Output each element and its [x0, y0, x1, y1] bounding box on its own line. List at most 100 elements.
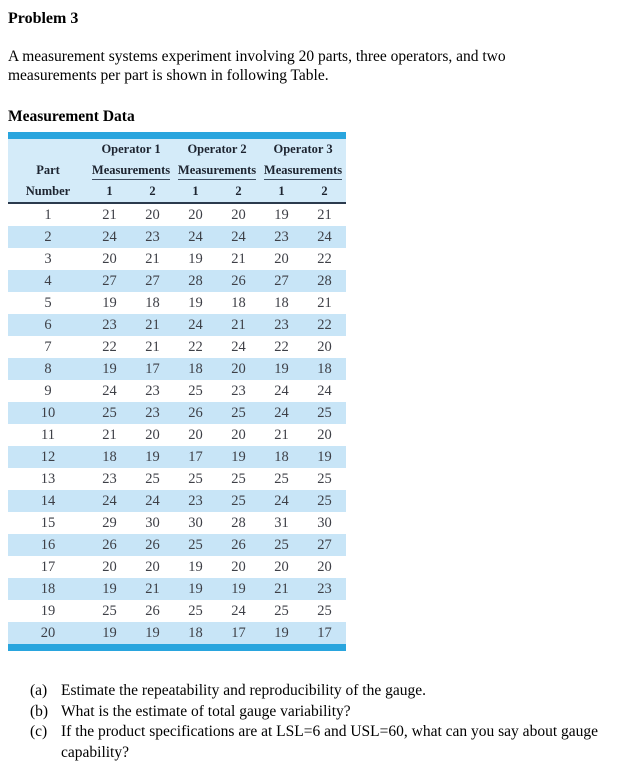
measurement-cell: 25	[260, 534, 304, 556]
table-row: 5 19 18 19 18 18 21	[8, 292, 346, 314]
table-row: 2 24 23 24 24 23 24	[8, 226, 347, 248]
measurement-cell: 19	[88, 358, 131, 380]
part-number-cell: 17	[40, 559, 56, 575]
measurement-cell: 24	[260, 490, 304, 512]
part-number-cell: 11	[41, 427, 55, 443]
table-row: 12 18 19 17 19 18 19	[8, 446, 347, 468]
part-number-cell: 4	[8, 270, 88, 292]
measurement-cell: 17	[217, 622, 261, 644]
measurement-cell: 19	[188, 295, 203, 311]
intro-paragraph: A measurement systems experiment involvi…	[8, 48, 506, 84]
measurement-cell: 23	[260, 226, 304, 248]
measurement-cell: 26	[88, 534, 131, 556]
measurement-cell: 25	[317, 471, 332, 487]
measurement-cell: 23	[131, 402, 175, 424]
trial-label: 2	[217, 181, 261, 204]
question-item: (a) Estimate the repeatability and reprod…	[30, 681, 606, 702]
measurement-cell: 20	[274, 251, 289, 267]
part-number-cell: 16	[8, 534, 88, 556]
measurement-cell: 27	[303, 534, 347, 556]
measurement-cell: 24	[260, 402, 304, 424]
measurement-cell: 23	[260, 314, 304, 336]
operator-row: Operator 1 Operator 2 Operator 3	[8, 139, 347, 160]
measurement-cell: 27	[260, 270, 304, 292]
trials-row: Number 1 2 1 2 1 2	[8, 181, 347, 204]
part-number-cell: 15	[40, 515, 56, 531]
measurement-cell: 23	[174, 490, 218, 512]
measurement-table: Operator 1 Operator 2 Operator 3 Part Me…	[8, 132, 347, 651]
measurement-cell: 30	[317, 515, 332, 531]
measurement-cell: 24	[217, 226, 261, 248]
measurement-cell: 19	[131, 622, 175, 644]
part-number-cell: 2	[8, 226, 88, 248]
measurement-cell: 20	[102, 559, 117, 575]
measurement-cell: 17	[174, 446, 218, 468]
measurement-cell: 20	[145, 207, 160, 223]
question-text: If the product specifications are at LSL…	[61, 723, 599, 761]
measurement-cell: 30	[188, 515, 203, 531]
measurement-cell: 25	[102, 603, 117, 619]
measurement-cell: 20	[274, 559, 289, 575]
part-number-cell: 12	[8, 446, 88, 468]
measurement-cell: 26	[217, 534, 261, 556]
measurement-cell: 19	[188, 559, 203, 575]
table-row: 16 26 26 25 26 25 27	[8, 534, 347, 556]
measurement-cell: 19	[217, 578, 261, 600]
measurement-cell: 18	[303, 358, 347, 380]
table-heading: Measurement Data	[8, 108, 135, 125]
measurement-cell: 19	[260, 358, 304, 380]
table-row: 11 21 20 20 20 21 20	[8, 424, 346, 446]
measurement-cell: 25	[174, 534, 218, 556]
trial-label: 2	[303, 181, 347, 204]
measurement-cell: 24	[174, 226, 218, 248]
measurement-cell: 21	[274, 427, 289, 443]
table-row: 9 24 23 25 23 24 24	[8, 380, 346, 402]
measurement-cell: 24	[174, 314, 218, 336]
measurements-label: Measurements	[91, 162, 171, 180]
measurement-cell: 20	[188, 427, 203, 443]
measurement-cell: 18	[174, 358, 218, 380]
measurement-cell: 25	[303, 402, 347, 424]
measurement-cell: 27	[88, 270, 131, 292]
measurement-cell: 19	[303, 446, 347, 468]
table-bottom-bar	[8, 644, 346, 651]
measurement-cell: 28	[174, 270, 218, 292]
measurement-cell: 25	[188, 471, 203, 487]
measurement-cell: 20	[317, 427, 332, 443]
measurement-cell: 24	[274, 383, 289, 399]
part-number-cell: 18	[8, 578, 88, 600]
measurement-cell: 25	[317, 603, 332, 619]
table-row: 1 21 20 20 20 19 21	[8, 203, 346, 226]
measurement-cell: 27	[131, 270, 175, 292]
measurement-cell: 18	[231, 295, 246, 311]
measurement-cell: 25	[231, 471, 246, 487]
measurement-cell: 21	[131, 314, 175, 336]
trial-label: 2	[131, 181, 175, 204]
measurement-cell: 22	[317, 251, 332, 267]
table-row: 20 19 19 18 17 19 17	[8, 622, 347, 644]
measurement-cell: 28	[303, 270, 347, 292]
measurement-cell: 23	[88, 314, 131, 336]
question-marker: (a)	[30, 682, 48, 699]
measurement-cell: 21	[317, 295, 332, 311]
table-row: 7 22 21 22 24 22 20	[8, 336, 346, 358]
part-number-cell: 19	[40, 603, 56, 619]
table-row: 19 25 26 25 24 25 25	[8, 600, 346, 622]
table-row: 3 20 21 19 21 20 22	[8, 248, 346, 270]
measurement-cell: 22	[303, 314, 347, 336]
part-label: Part	[8, 160, 88, 181]
measurement-cell: 25	[217, 490, 261, 512]
measurement-cell: 21	[131, 578, 175, 600]
table-top-bar	[8, 132, 346, 139]
question-item: (c) If the product specifications are at …	[30, 722, 606, 763]
measurement-cell: 20	[188, 207, 203, 223]
questions-list: (a) Estimate the repeatability and reprod…	[30, 681, 606, 763]
measurement-cell: 28	[231, 515, 246, 531]
trial-label: 1	[260, 181, 304, 204]
measurement-cell: 21	[145, 339, 160, 355]
measurement-cell: 21	[145, 251, 160, 267]
part-number-cell: 5	[44, 295, 52, 311]
measurement-cell: 24	[317, 383, 332, 399]
part-number-cell: 1	[44, 207, 52, 223]
number-label: Number	[8, 181, 88, 204]
